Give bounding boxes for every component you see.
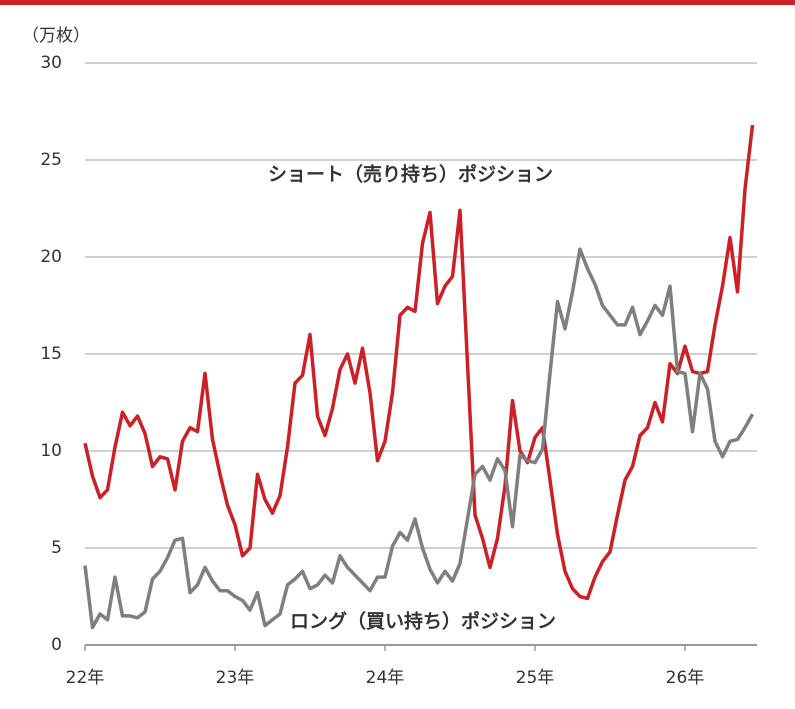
x-tick-label: 23年 bbox=[216, 668, 255, 688]
series-annotation: ロング（買い持ち）ポジション bbox=[290, 610, 556, 633]
series-line bbox=[83, 247, 755, 630]
y-tick-label: 10 bbox=[40, 441, 62, 461]
top-bar bbox=[0, 0, 795, 5]
series-line bbox=[83, 124, 755, 601]
x-tick-label: 25年 bbox=[516, 668, 555, 688]
x-tick-label: 26年 bbox=[666, 668, 705, 688]
y-tick-label: 15 bbox=[40, 344, 62, 364]
y-tick-label: 20 bbox=[40, 247, 62, 267]
y-tick-label: 25 bbox=[40, 150, 62, 170]
y-tick-label: 5 bbox=[51, 538, 62, 558]
series-annotation: ショート（売り持ち）ポジション bbox=[268, 163, 553, 186]
x-tick-label: 24年 bbox=[366, 668, 405, 688]
y-tick-label: 0 bbox=[51, 635, 62, 655]
y-axis-label: （万枚） bbox=[22, 26, 90, 46]
x-tick-label: 22年 bbox=[66, 668, 105, 688]
y-tick-label: 30 bbox=[40, 53, 62, 73]
